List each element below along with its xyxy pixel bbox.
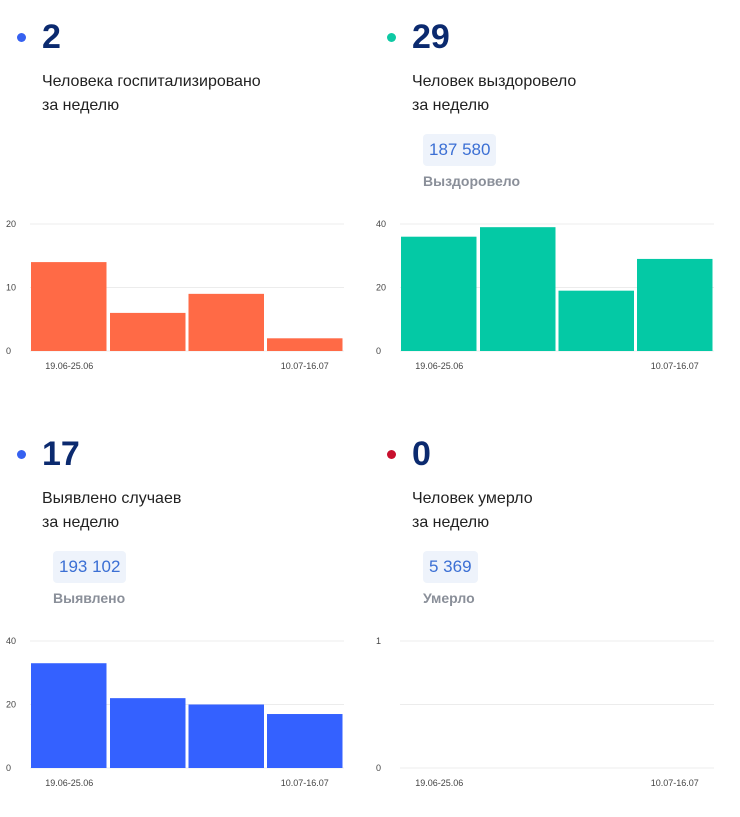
y-tick-label: 40 — [376, 219, 386, 229]
bar — [480, 227, 556, 351]
bar — [637, 258, 713, 351]
hospitalized-chart: 0 10 20 19.06-25.06 10.07-16.07 — [6, 219, 344, 371]
recovered-label-line1: Человек выздоровело — [412, 73, 577, 90]
recovered-chart: 0 20 40 19.06-25.06 10.07-16.07 — [376, 219, 714, 371]
recovered-dot-icon — [387, 33, 396, 42]
deaths-label-line2: за неделю — [412, 514, 490, 531]
recovered-value: 29 — [412, 18, 450, 56]
y-tick-label: 0 — [6, 763, 11, 773]
bar — [558, 290, 634, 351]
hospitalized-dot-icon — [17, 33, 26, 42]
deaths-value: 0 — [412, 435, 431, 473]
y-tick-label: 10 — [6, 283, 16, 293]
bar — [267, 714, 343, 768]
recovered-total-label: Выздоровело — [423, 173, 521, 189]
deaths-total: 5 369 — [423, 551, 478, 583]
panel-hospitalized: 2 Человека госпитализировано за неделю 0… — [0, 0, 360, 400]
recovered-total: 187 580 — [423, 134, 497, 166]
detected-label-line1: Выявлено случаев — [42, 490, 182, 507]
x-tick-label: 19.06-25.06 — [415, 778, 463, 788]
recovered-label-line2: за неделю — [412, 97, 490, 114]
x-tick-label: 19.06-25.06 — [415, 361, 463, 371]
y-tick-label: 0 — [376, 346, 381, 356]
bar — [31, 262, 107, 351]
x-tick-label: 10.07-16.07 — [651, 778, 699, 788]
detected-total-label: Выявлено — [53, 590, 126, 606]
bar — [110, 698, 186, 768]
x-tick-label: 19.06-25.06 — [45, 361, 93, 371]
hospitalized-label: Человека госпитализировано за неделю — [42, 70, 322, 118]
hospitalized-label-line2: за неделю — [42, 97, 120, 114]
bar — [188, 704, 264, 768]
y-tick-label: 40 — [6, 636, 16, 646]
bar — [110, 312, 186, 351]
y-tick-label: 20 — [376, 283, 386, 293]
y-tick-label: 20 — [6, 700, 16, 710]
bar — [267, 338, 343, 351]
recovered-label: Человек выздоровело за неделю — [412, 70, 692, 118]
deaths-label: Человек умерло за неделю — [412, 487, 692, 535]
detected-value: 17 — [42, 435, 80, 473]
y-tick-label: 20 — [6, 219, 16, 229]
x-tick-label: 19.06-25.06 — [45, 778, 93, 788]
deaths-label-line1: Человек умерло — [412, 490, 533, 507]
x-tick-label: 10.07-16.07 — [281, 778, 329, 788]
y-tick-label: 0 — [376, 763, 381, 773]
bar — [401, 236, 477, 351]
y-tick-label: 0 — [6, 346, 11, 356]
hospitalized-value: 2 — [42, 18, 61, 56]
panel-detected: 17 Выявлено случаев за неделю 193 102 Вы… — [0, 417, 360, 817]
x-tick-label: 10.07-16.07 — [651, 361, 699, 371]
deaths-dot-icon — [387, 450, 396, 459]
deaths-chart: 0 1 19.06-25.06 10.07-16.07 — [376, 636, 714, 788]
detected-label-line2: за неделю — [42, 514, 120, 531]
detected-dot-icon — [17, 450, 26, 459]
panel-recovered: 29 Человек выздоровело за неделю 187 580… — [370, 0, 730, 400]
detected-total: 193 102 — [53, 551, 127, 583]
y-tick-label: 1 — [376, 636, 381, 646]
bar — [31, 663, 107, 768]
detected-chart: 0 20 40 19.06-25.06 10.07-16.07 — [6, 636, 344, 788]
x-tick-label: 10.07-16.07 — [281, 361, 329, 371]
deaths-total-label: Умерло — [423, 590, 475, 606]
detected-label: Выявлено случаев за неделю — [42, 487, 322, 535]
bar — [188, 293, 264, 351]
panel-deaths: 0 Человек умерло за неделю 5 369 Умерло … — [370, 417, 730, 817]
hospitalized-label-line1: Человека госпитализировано — [42, 73, 261, 90]
